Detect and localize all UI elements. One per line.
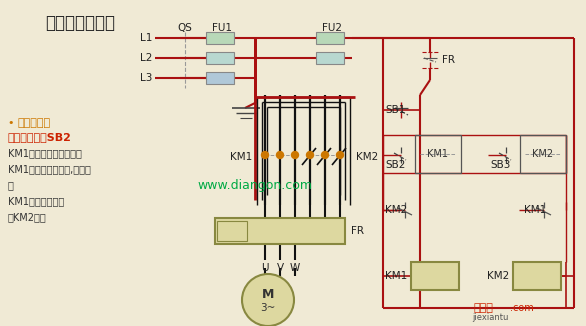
Text: 转: 转: [8, 180, 14, 190]
Text: KM1: KM1: [428, 149, 448, 159]
Text: 接线图: 接线图: [473, 303, 493, 313]
Text: KM1: KM1: [385, 271, 407, 281]
Bar: [415, 135, 461, 173]
Text: L3: L3: [139, 73, 152, 83]
Circle shape: [277, 152, 284, 158]
Text: QS: QS: [178, 23, 192, 33]
Bar: [316, 32, 344, 44]
Text: FR: FR: [351, 226, 364, 236]
Text: SB2: SB2: [385, 160, 406, 170]
Text: 按下启动按钮SB2: 按下启动按钮SB2: [8, 132, 72, 142]
Text: •: •: [8, 118, 18, 128]
Circle shape: [306, 152, 314, 158]
Text: W: W: [290, 263, 300, 273]
Text: 3~: 3~: [260, 303, 275, 313]
Text: www.diangon.com: www.diangon.com: [197, 179, 312, 191]
Text: KM1: KM1: [230, 152, 252, 162]
Text: FR: FR: [442, 55, 455, 65]
Circle shape: [242, 274, 294, 326]
Text: KM1: KM1: [524, 205, 546, 215]
Text: KM2: KM2: [487, 271, 509, 281]
Text: jiexiantu: jiexiantu: [472, 314, 508, 322]
Text: SB1: SB1: [385, 105, 406, 115]
Text: 电机正转：: 电机正转：: [18, 118, 51, 128]
Text: 三相电机正反转: 三相电机正反转: [45, 14, 115, 32]
Text: U: U: [261, 263, 269, 273]
Bar: [316, 52, 344, 64]
Circle shape: [261, 152, 268, 158]
Text: SB3: SB3: [490, 160, 510, 170]
Bar: [206, 72, 234, 84]
Circle shape: [291, 152, 298, 158]
Text: L1: L1: [139, 33, 152, 43]
Text: KM1自锁触头闭合，自锁: KM1自锁触头闭合，自锁: [8, 148, 82, 158]
Bar: [217, 221, 247, 241]
Bar: [520, 135, 566, 173]
Text: KM2: KM2: [533, 149, 554, 159]
Bar: [513, 262, 561, 290]
Circle shape: [322, 152, 329, 158]
Text: 对KM2联锁: 对KM2联锁: [8, 212, 47, 222]
Circle shape: [336, 152, 343, 158]
Text: V: V: [277, 263, 284, 273]
Text: FU1: FU1: [212, 23, 232, 33]
Text: L2: L2: [139, 53, 152, 63]
Text: KM1动合主触头闭合,电机正: KM1动合主触头闭合,电机正: [8, 164, 91, 174]
Text: KM2: KM2: [385, 205, 407, 215]
Text: KM2: KM2: [356, 152, 378, 162]
Bar: [215, 218, 345, 244]
Text: KM1联锁触头断开: KM1联锁触头断开: [8, 196, 64, 206]
Text: .com: .com: [510, 303, 534, 313]
Text: M: M: [262, 289, 274, 302]
Bar: [411, 262, 459, 290]
Text: FU2: FU2: [322, 23, 342, 33]
Bar: [206, 52, 234, 64]
Bar: [206, 32, 234, 44]
